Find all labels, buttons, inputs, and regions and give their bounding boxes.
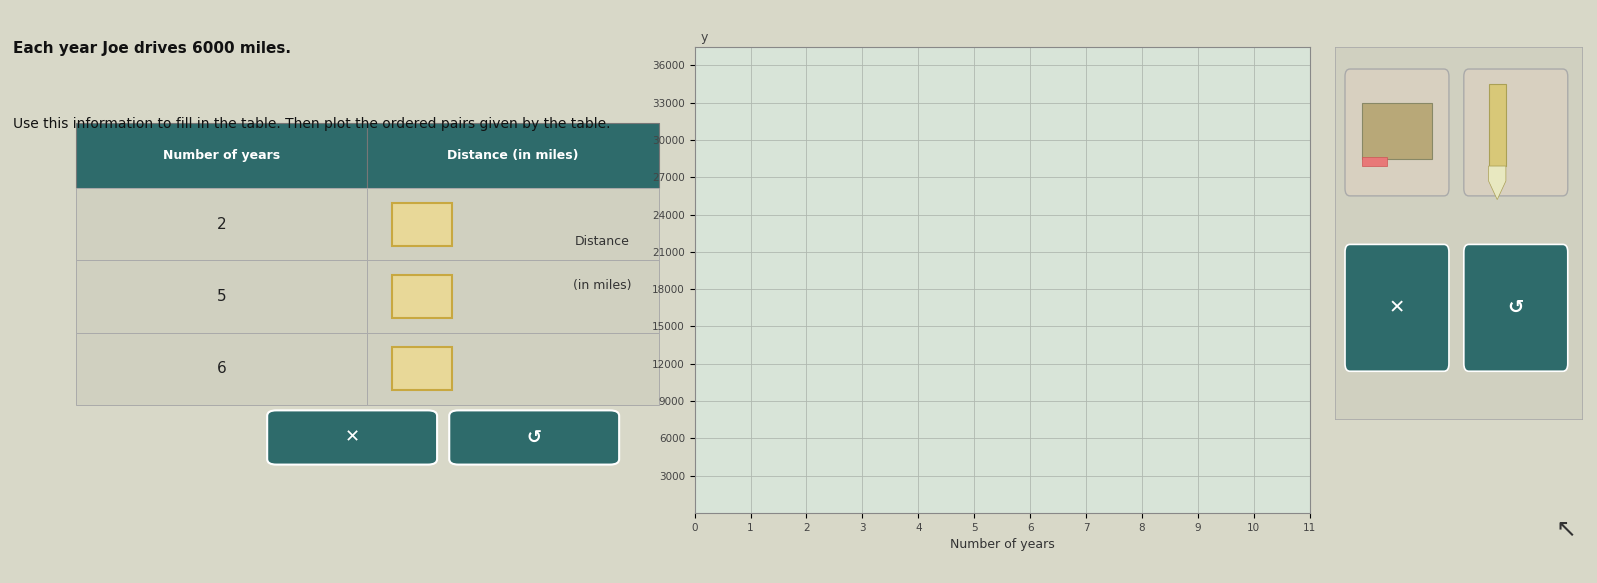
FancyBboxPatch shape bbox=[391, 202, 452, 246]
Bar bbox=[77, 333, 367, 405]
Bar bbox=[1362, 103, 1431, 159]
FancyBboxPatch shape bbox=[1345, 69, 1448, 196]
Text: Each year Joe drives 6000 miles.: Each year Joe drives 6000 miles. bbox=[13, 41, 291, 56]
Bar bbox=[367, 261, 658, 333]
FancyBboxPatch shape bbox=[267, 410, 438, 465]
Text: 2: 2 bbox=[217, 217, 227, 231]
Text: Distance: Distance bbox=[575, 236, 629, 248]
FancyBboxPatch shape bbox=[391, 347, 452, 391]
Text: Number of years: Number of years bbox=[163, 149, 279, 162]
Bar bbox=[1488, 84, 1506, 166]
FancyBboxPatch shape bbox=[1464, 244, 1568, 371]
FancyBboxPatch shape bbox=[1345, 244, 1448, 371]
Text: ✕: ✕ bbox=[1389, 298, 1405, 317]
Text: Use this information to fill in the table. Then plot the ordered pairs given by : Use this information to fill in the tabl… bbox=[13, 117, 610, 131]
Bar bbox=[77, 261, 367, 333]
Text: (in miles): (in miles) bbox=[573, 279, 631, 292]
Text: ↺: ↺ bbox=[1508, 298, 1524, 317]
Bar bbox=[367, 188, 658, 261]
Bar bbox=[77, 188, 367, 261]
Text: ↖: ↖ bbox=[1555, 518, 1576, 542]
FancyBboxPatch shape bbox=[449, 410, 620, 465]
Bar bbox=[367, 333, 658, 405]
Bar bbox=[1362, 157, 1388, 166]
Text: y: y bbox=[701, 31, 707, 44]
Text: ✕: ✕ bbox=[345, 429, 359, 447]
X-axis label: Number of years: Number of years bbox=[950, 538, 1054, 552]
Text: Distance (in miles): Distance (in miles) bbox=[447, 149, 578, 162]
FancyBboxPatch shape bbox=[1464, 69, 1568, 196]
Text: ↺: ↺ bbox=[527, 429, 541, 447]
Bar bbox=[367, 123, 658, 188]
Text: 6: 6 bbox=[217, 361, 227, 376]
FancyBboxPatch shape bbox=[391, 275, 452, 318]
Bar bbox=[77, 123, 367, 188]
FancyArrow shape bbox=[1488, 166, 1506, 199]
Text: 5: 5 bbox=[217, 289, 227, 304]
